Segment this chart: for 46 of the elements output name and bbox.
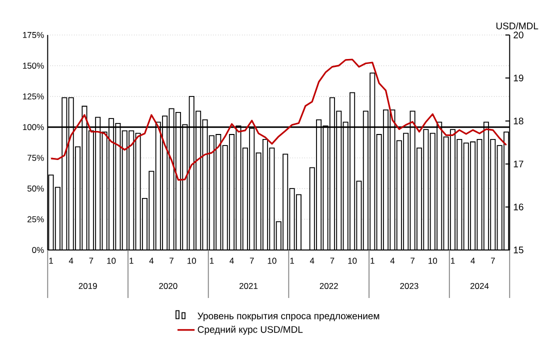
text: 2022	[320, 282, 338, 289]
x-tick-label: 4	[470, 258, 475, 264]
x-tick-label: 10	[428, 258, 438, 264]
y2-axis-title: USD/MDL	[496, 22, 538, 30]
y-tick-label: 125%	[23, 93, 44, 100]
x-tick-label: 7	[490, 258, 495, 264]
x-tick-label: 7	[89, 258, 94, 264]
x-tick-label: 1	[210, 258, 214, 264]
text: 2021	[239, 282, 258, 289]
x-tick-label: 7	[330, 258, 334, 264]
y2-tick-label: 17	[514, 160, 524, 168]
x-tick-label: 7	[410, 258, 414, 264]
y-tick-label: 25%	[28, 216, 44, 222]
x-tick-label: 1	[451, 258, 455, 264]
y-tick-label: 50%	[27, 186, 44, 192]
x-tick-label: 7	[170, 258, 174, 264]
text: 2020	[159, 282, 178, 289]
x-tick-label: 10	[268, 258, 276, 264]
y-tick-label: 75%	[28, 154, 44, 161]
x-tick-label: 1	[290, 258, 294, 264]
y2-tick-label: 18	[514, 118, 524, 124]
y2-tick-label: 20	[514, 32, 524, 38]
x-tick-label: 10	[107, 258, 116, 264]
text: 2024	[470, 282, 489, 289]
y2-tick-label: 16	[514, 204, 524, 210]
text: 2019	[78, 282, 97, 289]
y-tick-label: 150%	[23, 62, 44, 69]
y-tick-label: 0%	[32, 246, 44, 253]
x-tick-label: 1	[370, 258, 374, 264]
x-tick-label: 10	[348, 258, 357, 264]
x-tick-label: 4	[68, 258, 74, 264]
legend-label: Уровень покрытия спроса предложением	[198, 312, 380, 322]
y-tick-label: 175%	[23, 32, 44, 38]
x-tick-label: 4	[230, 258, 234, 264]
y2-tick-label: 19	[514, 74, 524, 82]
x-tick-label: 1	[49, 258, 53, 264]
legend-label: Средний курс USD/MDL	[198, 326, 303, 335]
x-tick-label: 4	[390, 258, 395, 264]
text: 2023	[400, 282, 418, 289]
x-tick-label: 4	[310, 258, 314, 264]
x-tick-label: 10	[188, 258, 196, 264]
y2-tick-label: 15	[514, 246, 524, 254]
y-tick-label: 100%	[23, 124, 44, 130]
x-tick-label: 4	[149, 258, 154, 264]
x-tick-label: 1	[130, 258, 134, 264]
x-tick-label: 7	[250, 258, 254, 264]
